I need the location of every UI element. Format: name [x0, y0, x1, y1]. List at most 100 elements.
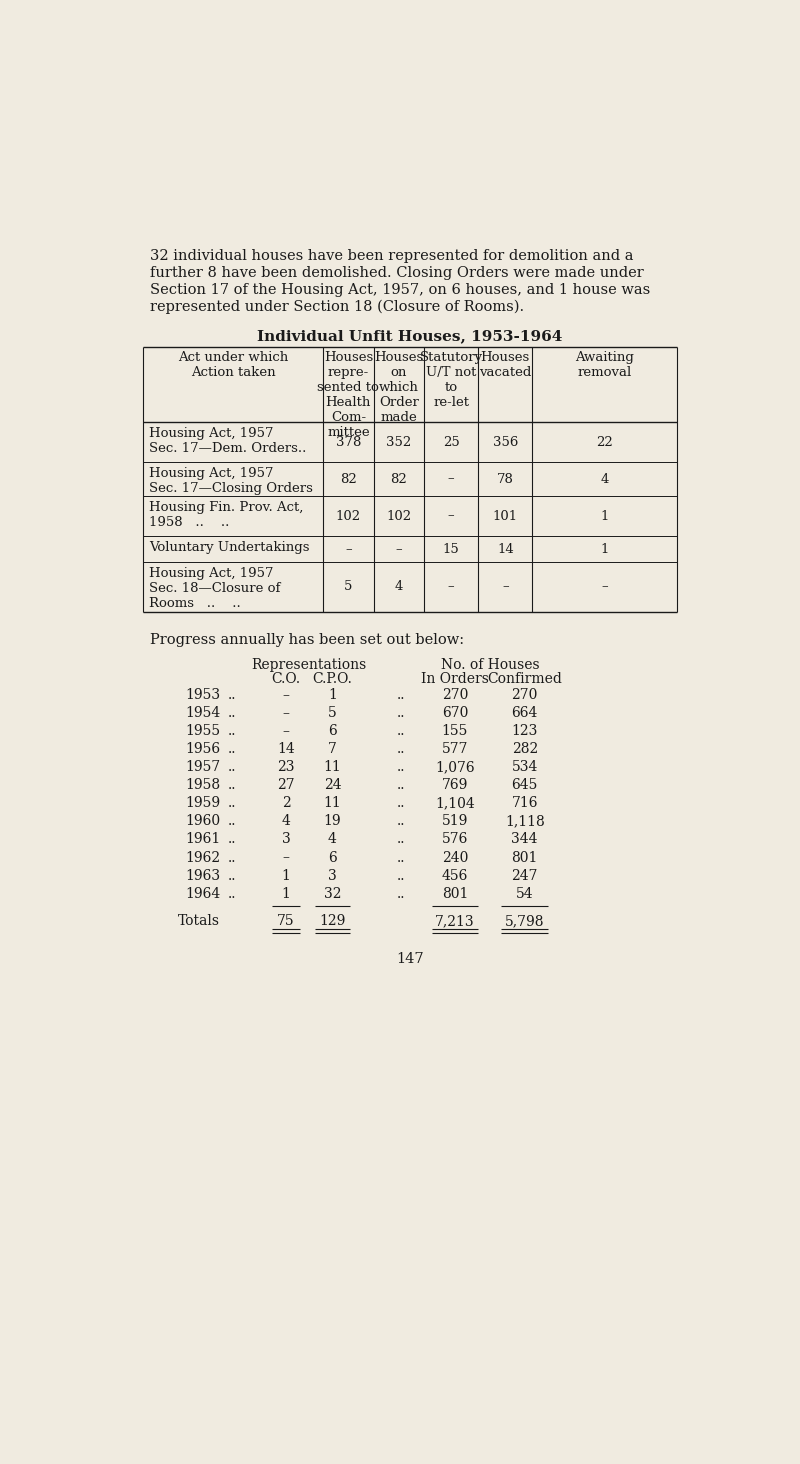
- Text: 1963: 1963: [186, 868, 220, 883]
- Text: 1957: 1957: [186, 760, 221, 774]
- Text: 2: 2: [282, 796, 290, 810]
- Text: 3: 3: [328, 868, 337, 883]
- Text: 576: 576: [442, 833, 468, 846]
- Text: ..: ..: [227, 706, 236, 720]
- Text: –: –: [282, 723, 290, 738]
- Text: 344: 344: [511, 833, 538, 846]
- Text: 101: 101: [493, 509, 518, 523]
- Text: ..: ..: [397, 688, 405, 701]
- Text: 352: 352: [386, 436, 411, 448]
- Text: ..: ..: [397, 868, 405, 883]
- Text: ..: ..: [397, 706, 405, 720]
- Text: Awaiting
removal: Awaiting removal: [575, 351, 634, 379]
- Text: 15: 15: [442, 543, 459, 556]
- Text: 14: 14: [497, 543, 514, 556]
- Text: ..: ..: [227, 887, 236, 900]
- Text: 11: 11: [324, 760, 342, 774]
- Text: 1958: 1958: [186, 779, 220, 792]
- Text: 1954: 1954: [186, 706, 221, 720]
- Text: Representations: Representations: [252, 657, 367, 672]
- Text: ..: ..: [397, 851, 405, 865]
- Text: 32: 32: [324, 887, 342, 900]
- Text: –: –: [602, 580, 608, 593]
- Text: 240: 240: [442, 851, 468, 865]
- Text: Housing Act, 1957
Sec. 17—Closing Orders: Housing Act, 1957 Sec. 17—Closing Orders: [149, 467, 313, 495]
- Text: 155: 155: [442, 723, 468, 738]
- Text: 4: 4: [328, 833, 337, 846]
- Text: 14: 14: [277, 742, 295, 755]
- Text: –: –: [448, 580, 454, 593]
- Text: 456: 456: [442, 868, 468, 883]
- Text: Section 17 of the Housing Act, 1957, on 6 houses, and 1 house was: Section 17 of the Housing Act, 1957, on …: [150, 283, 650, 297]
- Text: Houses
on
which
Order
made: Houses on which Order made: [374, 351, 423, 425]
- Text: ..: ..: [397, 887, 405, 900]
- Text: Houses
vacated: Houses vacated: [479, 351, 531, 379]
- Text: Houses
repre-
sented to
Health
Com-
mittee: Houses repre- sented to Health Com- mitt…: [318, 351, 379, 439]
- Text: 5,798: 5,798: [505, 914, 545, 928]
- Text: 24: 24: [324, 779, 342, 792]
- Text: 4: 4: [394, 580, 403, 593]
- Text: 534: 534: [511, 760, 538, 774]
- Text: No. of Houses: No. of Houses: [441, 657, 539, 672]
- Text: 1,118: 1,118: [505, 814, 545, 829]
- Text: 282: 282: [511, 742, 538, 755]
- Text: Confirmed: Confirmed: [487, 672, 562, 687]
- Text: 670: 670: [442, 706, 468, 720]
- Text: 1: 1: [282, 868, 290, 883]
- Text: represented under Section 18 (Closure of Rooms).: represented under Section 18 (Closure of…: [150, 300, 525, 315]
- Text: –: –: [448, 473, 454, 486]
- Text: 1960: 1960: [186, 814, 220, 829]
- Text: 75: 75: [277, 914, 295, 928]
- Text: 356: 356: [493, 436, 518, 448]
- Text: 1955: 1955: [186, 723, 220, 738]
- Text: 82: 82: [390, 473, 407, 486]
- Text: 645: 645: [511, 779, 538, 792]
- Text: 716: 716: [511, 796, 538, 810]
- Text: 147: 147: [396, 952, 424, 966]
- Text: ..: ..: [397, 723, 405, 738]
- Text: In Orders: In Orders: [421, 672, 489, 687]
- Text: 102: 102: [386, 509, 411, 523]
- Text: 25: 25: [442, 436, 459, 448]
- Text: C.O.: C.O.: [271, 672, 301, 687]
- Text: ..: ..: [227, 833, 236, 846]
- Text: ..: ..: [227, 779, 236, 792]
- Text: 801: 801: [442, 887, 468, 900]
- Text: Totals: Totals: [178, 914, 219, 928]
- Text: Voluntary Undertakings: Voluntary Undertakings: [149, 540, 310, 553]
- Text: 82: 82: [340, 473, 357, 486]
- Text: 1,076: 1,076: [435, 760, 474, 774]
- Text: 1: 1: [601, 543, 609, 556]
- Text: –: –: [282, 688, 290, 701]
- Text: 6: 6: [328, 851, 337, 865]
- Text: 769: 769: [442, 779, 468, 792]
- Text: Housing Act, 1957
Sec. 18—Closure of
Rooms   ..    ..: Housing Act, 1957 Sec. 18—Closure of Roo…: [149, 567, 280, 610]
- Text: 664: 664: [511, 706, 538, 720]
- Text: 19: 19: [324, 814, 342, 829]
- Text: 270: 270: [442, 688, 468, 701]
- Text: C.P.O.: C.P.O.: [313, 672, 353, 687]
- Text: 7: 7: [328, 742, 337, 755]
- Text: Individual Unfit Houses, 1953-1964: Individual Unfit Houses, 1953-1964: [258, 329, 562, 344]
- Text: 1: 1: [328, 688, 337, 701]
- Text: Statutory
U/T not
to
re-let: Statutory U/T not to re-let: [419, 351, 482, 410]
- Text: ..: ..: [397, 814, 405, 829]
- Text: 801: 801: [511, 851, 538, 865]
- Text: ..: ..: [227, 688, 236, 701]
- Text: 1962: 1962: [186, 851, 220, 865]
- Text: 577: 577: [442, 742, 468, 755]
- Text: ..: ..: [397, 742, 405, 755]
- Text: Act under which
Action taken: Act under which Action taken: [178, 351, 288, 379]
- Text: 1,104: 1,104: [435, 796, 475, 810]
- Text: 54: 54: [516, 887, 534, 900]
- Text: 270: 270: [511, 688, 538, 701]
- Text: 1956: 1956: [186, 742, 220, 755]
- Text: –: –: [282, 851, 290, 865]
- Text: further 8 have been demolished. Closing Orders were made under: further 8 have been demolished. Closing …: [150, 266, 644, 280]
- Text: 6: 6: [328, 723, 337, 738]
- Text: 4: 4: [282, 814, 290, 829]
- Text: ..: ..: [397, 779, 405, 792]
- Text: Progress annually has been set out below:: Progress annually has been set out below…: [150, 632, 465, 647]
- Text: 102: 102: [336, 509, 361, 523]
- Text: 32 individual houses have been represented for demolition and a: 32 individual houses have been represent…: [150, 249, 634, 264]
